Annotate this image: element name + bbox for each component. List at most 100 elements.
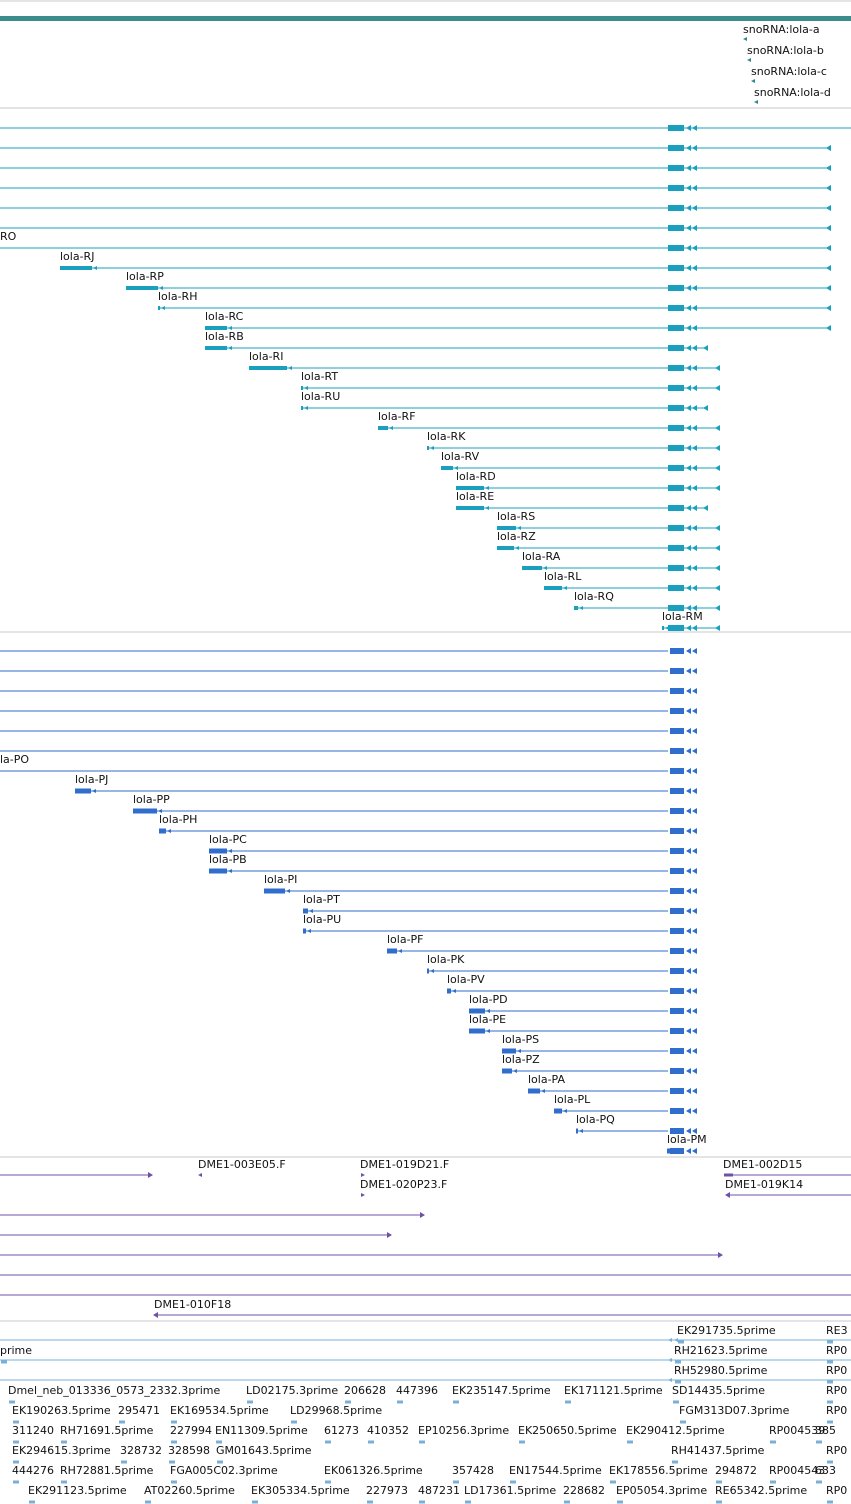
- translation-label: lola-PI: [264, 873, 297, 886]
- translation-exon: [670, 928, 684, 934]
- strand-arrow-icon: [686, 848, 691, 854]
- strand-arrow-icon: [692, 165, 697, 171]
- est-label: RH21623.5prime: [674, 1344, 768, 1357]
- est-feature: [419, 1500, 425, 1504]
- strand-arrow-icon: [686, 1148, 691, 1154]
- translation-exon: [209, 868, 227, 874]
- strand-arrow-icon: [692, 185, 697, 191]
- strand-arrow-icon: [686, 1108, 691, 1114]
- transcript-exon: [668, 145, 684, 151]
- transcript-exon: [158, 306, 160, 310]
- strand-arrow-icon: [686, 365, 691, 371]
- est-feature: [627, 1440, 633, 1444]
- est-label: 61273: [324, 1424, 359, 1437]
- transcript-exon: [544, 586, 562, 590]
- strand-arrow-icon: [692, 708, 697, 714]
- translation-exon: [502, 1068, 512, 1074]
- est-label: 295471: [118, 1404, 160, 1417]
- est-feature: [453, 1480, 459, 1484]
- transcript-exon: [668, 305, 684, 311]
- est-label: EK291123.5prime: [28, 1484, 127, 1497]
- transcript-exon: [668, 185, 684, 191]
- transcript-exon: [205, 346, 227, 350]
- est-label: 328732: [120, 1444, 162, 1457]
- strand-arrow-icon: [686, 908, 691, 914]
- strand-arrow-icon: [692, 125, 697, 131]
- strand-arrow-icon: [692, 405, 697, 411]
- strand-arrow-icon: [715, 385, 720, 391]
- est-label: RH41437.5prime: [671, 1444, 765, 1457]
- strand-arrow-icon: [686, 968, 691, 974]
- strand-arrow-icon: [715, 605, 720, 611]
- snorna-feature: [751, 79, 755, 83]
- transcript-exon: [456, 486, 484, 490]
- est-feature: [827, 1500, 833, 1504]
- translation-exon: [670, 768, 684, 774]
- est-feature: [217, 1460, 223, 1464]
- transcript-label: lola-RI: [249, 350, 283, 363]
- strand-arrow-icon: [686, 405, 691, 411]
- strand-arrow-icon: [725, 1192, 730, 1198]
- strand-arrow-icon: [692, 728, 697, 734]
- est-label: EK250650.5prime: [518, 1424, 617, 1437]
- transcript-exon: [668, 505, 684, 511]
- strand-arrow-icon: [361, 1173, 365, 1177]
- strand-arrow-icon: [692, 1008, 697, 1014]
- est-feature: [367, 1500, 373, 1504]
- est-label: FGM313D07.3prime: [679, 1404, 790, 1417]
- strand-arrow-icon: [692, 908, 697, 914]
- est-feature: [325, 1480, 331, 1484]
- strand-arrow-icon: [692, 385, 697, 391]
- strand-arrow-icon: [692, 345, 697, 351]
- transcript-exon: [668, 385, 684, 391]
- strand-arrow-icon: [692, 425, 697, 431]
- strand-arrow-icon: [686, 605, 691, 611]
- strand-arrow-icon: [668, 1338, 672, 1342]
- est-label: LD02175.3prime: [246, 1384, 338, 1397]
- translation-label: lola-PU: [303, 913, 341, 926]
- translation-exon: [670, 1068, 684, 1074]
- strand-arrow-icon: [668, 1358, 672, 1362]
- est-feature: [368, 1440, 374, 1444]
- strand-arrow-icon: [686, 245, 691, 251]
- translation-exon: [502, 1048, 516, 1054]
- translation-label: lola-PD: [469, 993, 508, 1006]
- est-label: 227973: [366, 1484, 408, 1497]
- transcript-exon: [60, 266, 92, 270]
- translation-label: lola-PM: [667, 1133, 707, 1146]
- est-label: 294872: [715, 1464, 757, 1477]
- transcript-exon: [668, 545, 684, 551]
- est-label: EK178556.5prime: [609, 1464, 708, 1477]
- strand-arrow-icon: [686, 625, 691, 631]
- strand-arrow-icon: [715, 545, 720, 551]
- est-label: EK169534.5prime: [170, 1404, 269, 1417]
- transcript-exon: [668, 485, 684, 491]
- est-feature: [169, 1460, 175, 1464]
- transcript-label: lola-RP: [126, 270, 164, 283]
- est-label: SD14435.5prime: [672, 1384, 765, 1397]
- strand-arrow-icon: [92, 789, 96, 793]
- strand-arrow-icon: [420, 1212, 425, 1218]
- strand-arrow-icon: [686, 1088, 691, 1094]
- strand-arrow-icon: [692, 365, 697, 371]
- strand-arrow-icon: [715, 625, 720, 631]
- est-feature: [770, 1440, 776, 1444]
- translation-label: lola-PZ: [502, 1053, 540, 1066]
- strand-arrow-icon: [686, 465, 691, 471]
- strand-arrow-icon: [692, 445, 697, 451]
- transcript-exon: [668, 425, 684, 431]
- transcript-exon: [456, 506, 484, 510]
- strand-arrow-icon: [517, 526, 521, 530]
- translation-exon: [387, 948, 397, 954]
- strand-arrow-icon: [686, 648, 691, 654]
- est-feature: [29, 1500, 35, 1504]
- translation-exon: [670, 728, 684, 734]
- transcript-exon: [668, 345, 684, 351]
- est-feature: [13, 1440, 19, 1444]
- strand-arrow-icon: [485, 486, 489, 490]
- translation-exon: [667, 1148, 670, 1154]
- strand-arrow-icon: [686, 1008, 691, 1014]
- est-label: 633: [815, 1464, 836, 1477]
- est-label: EK294615.3prime: [12, 1444, 111, 1457]
- translation-exon: [159, 828, 166, 834]
